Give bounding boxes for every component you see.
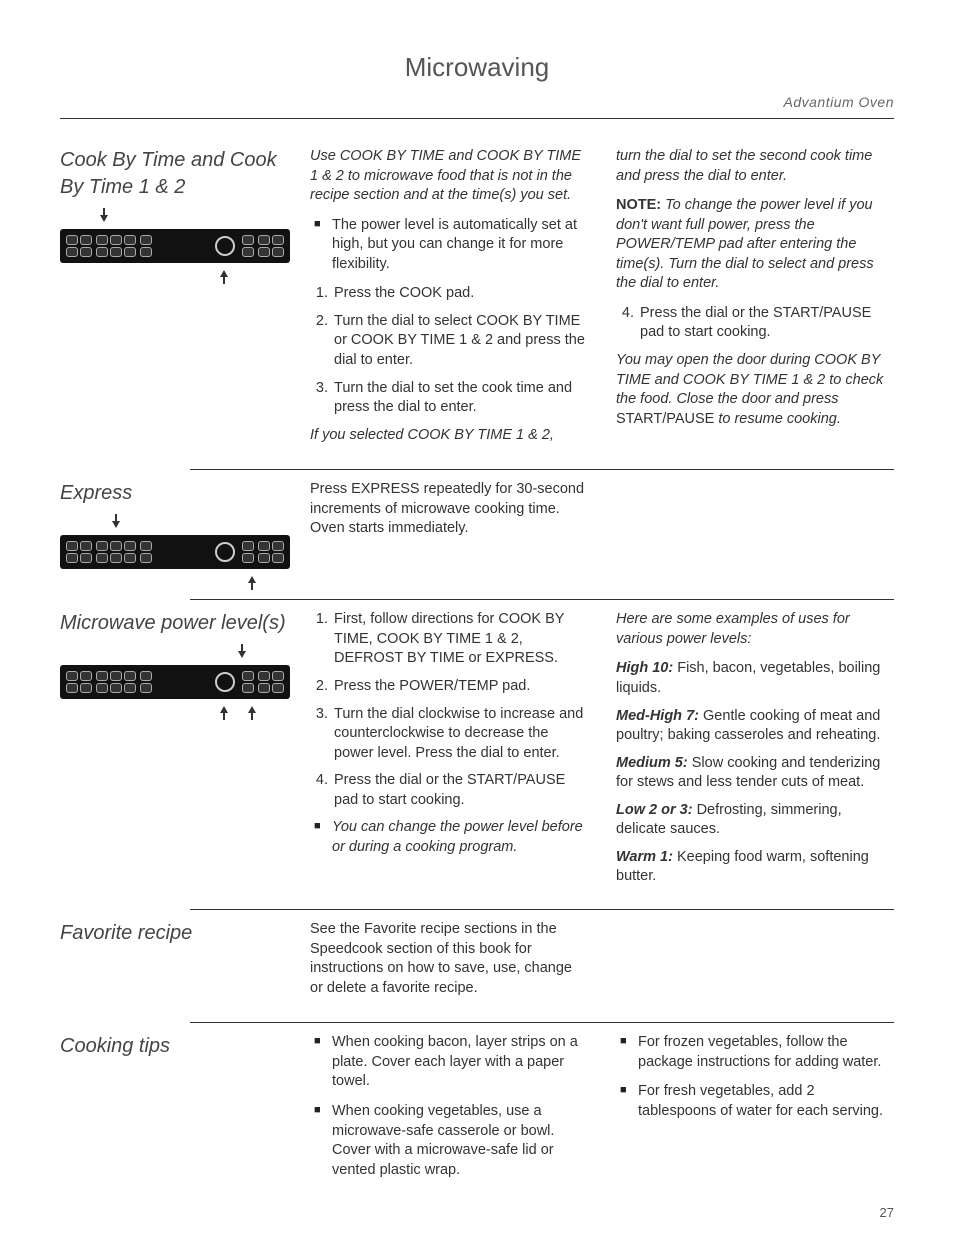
section-title: Express	[60, 480, 300, 507]
bullet: The power level is automatically set at …	[310, 216, 588, 275]
control-panel-graphic	[60, 649, 300, 715]
text: turn the dial to set the second cook tim…	[616, 147, 894, 186]
section-power-levels: Microwave power level(s) First,	[190, 599, 894, 895]
step: Press the dial or the START/PAUSE pad to…	[332, 771, 588, 810]
col-left: Press EXPRESS repeatedly for 30-second i…	[310, 480, 588, 585]
tip-item: For frozen vegetables, follow the packag…	[616, 1033, 894, 1072]
power-level-row: Low 2 or 3: Defrosting, simmering, delic…	[616, 801, 894, 840]
col-left: Use COOK BY TIME and COOK BY TIME 1 & 2 …	[310, 147, 588, 455]
step: Press the dial or the START/PAUSE pad to…	[638, 304, 894, 343]
tip-item: For fresh vegetables, add 2 tablespoons …	[616, 1082, 894, 1121]
tip-item: When cooking bacon, layer strips on a pl…	[310, 1033, 588, 1092]
power-level-label: Medium 5:	[616, 755, 688, 771]
section-tips: Cooking tips When cooking bacon, layer s…	[190, 1022, 894, 1190]
power-level-row: Medium 5: Slow cooking and tenderizing f…	[616, 754, 894, 793]
col-left: When cooking bacon, layer strips on a pl…	[310, 1033, 588, 1190]
bullet: You can change the power level before or…	[310, 818, 588, 857]
step: Press the COOK pad.	[332, 284, 588, 304]
power-level-row: Med-High 7: Gentle cooking of meat and p…	[616, 707, 894, 746]
section-favorite: Favorite recipe See the Favorite recipe …	[190, 909, 894, 1008]
col-right: Here are some examples of uses for vario…	[616, 610, 894, 895]
step: First, follow directions for COOK BY TIM…	[332, 610, 588, 669]
power-level-label: Med-High 7:	[616, 708, 699, 724]
section-express: Express Press EXPRESS repeatedly for 30-…	[190, 469, 894, 585]
control-panel-graphic	[60, 519, 300, 585]
col-right: For frozen vegetables, follow the packag…	[616, 1033, 894, 1190]
note-text: If you selected COOK BY TIME 1 & 2,	[310, 426, 588, 446]
section-title: Cooking tips	[60, 1033, 300, 1060]
page-header: Microwaving	[60, 50, 894, 85]
step: Turn the dial clockwise to increase and …	[332, 705, 588, 764]
section-title: Favorite recipe	[60, 920, 300, 947]
note: NOTE: To change the power level if you d…	[616, 196, 894, 294]
intro-text: Here are some examples of uses for vario…	[616, 610, 894, 649]
tip-item: When cooking vegetables, use a microwave…	[310, 1102, 588, 1180]
page-subtitle: Advantium Oven	[60, 93, 894, 119]
power-level-label: Low 2 or 3:	[616, 802, 693, 818]
step: Turn the dial to set the cook time and p…	[332, 379, 588, 418]
section-cook-by-time: Cook By Time and Cook By Time 1 & 2 Use …	[190, 137, 894, 455]
intro-text: Use COOK BY TIME and COOK BY TIME 1 & 2 …	[310, 147, 588, 206]
section-title: Microwave power level(s)	[60, 610, 300, 637]
page-title: Microwaving	[60, 50, 894, 85]
control-panel-graphic	[60, 213, 300, 279]
text: See the Favorite recipe sections in the …	[310, 920, 588, 998]
power-level-label: Warm 1:	[616, 849, 673, 865]
col-left: First, follow directions for COOK BY TIM…	[310, 610, 588, 895]
step: Turn the dial to select COOK BY TIME or …	[332, 312, 588, 371]
col-right: turn the dial to set the second cook tim…	[616, 147, 894, 455]
page-number: 27	[60, 1204, 894, 1222]
step: Press the POWER/TEMP pad.	[332, 677, 588, 697]
section-title: Cook By Time and Cook By Time 1 & 2	[60, 147, 300, 201]
power-level-row: Warm 1: Keeping food warm, softening but…	[616, 848, 894, 887]
col-left: See the Favorite recipe sections in the …	[310, 920, 588, 1008]
power-level-label: High 10:	[616, 660, 673, 676]
power-level-row: High 10: Fish, bacon, vegetables, boilin…	[616, 659, 894, 698]
text: You may open the door during COOK BY TIM…	[616, 351, 894, 429]
text: Press EXPRESS repeatedly for 30-second i…	[310, 480, 588, 539]
